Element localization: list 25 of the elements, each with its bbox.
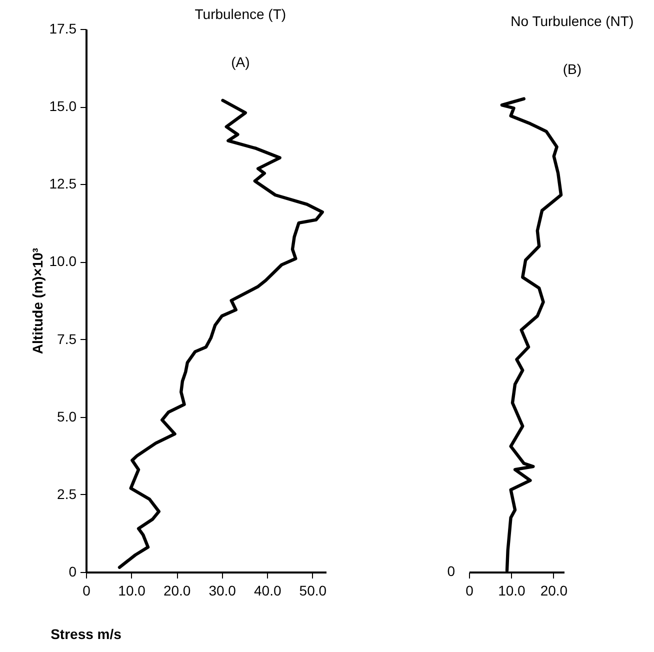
y-tick-label: 12.5 [49, 176, 77, 192]
y-tick-label: 7.5 [57, 330, 77, 347]
chart-title: Turbulence (T) [194, 6, 286, 22]
x-tick-label: 10.0 [498, 582, 526, 598]
text: 0 [447, 563, 456, 579]
x-tick-label: 0 [82, 582, 91, 598]
chart-title: No Turbulence (NT) [510, 13, 634, 29]
y-tick-label: 10.0 [49, 253, 77, 270]
y-tick-label: 17.5 [49, 20, 77, 36]
x-tick-label: 0 [466, 582, 474, 598]
x-axis-title: Stress m/s [50, 626, 122, 642]
x-tick-label: 20.0 [540, 582, 568, 598]
line-series [118, 98, 324, 569]
y-tick-label: 15.0 [49, 98, 77, 114]
y-axis-title: Altitude (m)×10³ [29, 248, 46, 354]
x-tick-label: 20.0 [163, 582, 191, 598]
y-tick-label: 5.0 [57, 408, 77, 424]
y-tick-label: 0 [68, 564, 77, 580]
x-tick-label: 40.0 [254, 582, 282, 598]
x-tick-label: 50.0 [299, 582, 327, 598]
text: (B) [562, 61, 582, 77]
x-tick-label: 30.0 [208, 582, 236, 598]
x-tick-label: 10.0 [118, 582, 146, 598]
text: (A) [231, 54, 250, 70]
y-tick-label: 2.5 [57, 486, 77, 502]
